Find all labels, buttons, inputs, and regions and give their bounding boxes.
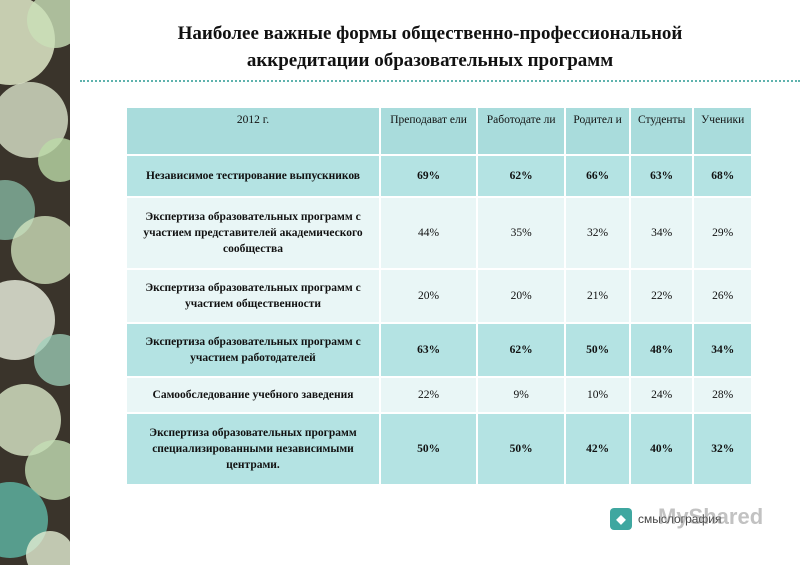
table-row: Экспертиза образовательных программ с уч… [127, 198, 753, 270]
header-teachers: Преподават ели [381, 108, 479, 156]
slide-title: Наиболее важные формы общественно-профес… [110, 20, 750, 74]
brand-text: смыслография [638, 512, 722, 526]
table-cell: 42% [566, 414, 631, 486]
table-cell: 69% [381, 156, 479, 198]
table-cell: 22% [381, 378, 479, 414]
slide-title-line2: аккредитации образовательных программ [246, 50, 614, 71]
row-label: Экспертиза образовательных программ с уч… [127, 198, 381, 270]
table-cell: 62% [478, 156, 567, 198]
table-cell: 40% [630, 414, 695, 486]
row-label: Самообследование учебного заведения [127, 378, 381, 414]
table-cell: 50% [566, 324, 631, 378]
table-header-row: 2012 г. Преподават ели Работодате ли Род… [127, 108, 753, 156]
table-cell: 26% [694, 270, 753, 324]
bokeh-pattern-image [0, 0, 70, 565]
slide-title-line1: Наиболее важные формы общественно-профес… [177, 23, 683, 44]
table-cell: 44% [381, 198, 479, 270]
table-cell: 66% [566, 156, 631, 198]
watermark: MyShared [658, 504, 764, 529]
table-cell: 35% [478, 198, 567, 270]
header-students: Студенты [630, 108, 695, 156]
title-divider [80, 80, 800, 82]
table-row: Экспертиза образовательных программ с уч… [127, 324, 753, 378]
row-label: Экспертиза образовательных программ с уч… [127, 270, 381, 324]
brand-logo-icon: ◆ [610, 508, 632, 530]
table-cell: 68% [694, 156, 753, 198]
table-cell: 62% [478, 324, 567, 378]
table-cell: 50% [381, 414, 479, 486]
table-cell: 20% [381, 270, 479, 324]
row-label: Независимое тестирование выпускников [127, 156, 381, 198]
table-cell: 50% [478, 414, 567, 486]
table-cell: 29% [694, 198, 753, 270]
table-cell: 22% [630, 270, 695, 324]
table-cell: 32% [694, 414, 753, 486]
table-row: Экспертиза образовательных программ с уч… [127, 270, 753, 324]
header-pupils: Ученики [694, 108, 753, 156]
table-cell: 34% [694, 324, 753, 378]
row-label: Экспертиза образовательных программ с уч… [127, 324, 381, 378]
table-row: Самообследование учебного заведения 22% … [127, 378, 753, 414]
header-employers: Работодате ли [478, 108, 567, 156]
footer-brand: ◆ смыслография MyShared [610, 504, 763, 530]
table-cell: 20% [478, 270, 567, 324]
header-parents: Родител и [566, 108, 631, 156]
table-cell: 63% [630, 156, 695, 198]
table-row: Экспертиза образовательных программ спец… [127, 414, 753, 486]
header-year: 2012 г. [127, 108, 381, 156]
accreditation-table: 2012 г. Преподават ели Работодате ли Род… [127, 108, 753, 486]
table-cell: 9% [478, 378, 567, 414]
table-cell: 10% [566, 378, 631, 414]
table-cell: 63% [381, 324, 479, 378]
table-cell: 48% [630, 324, 695, 378]
decorative-side-panel [0, 0, 70, 565]
table-cell: 32% [566, 198, 631, 270]
table-cell: 34% [630, 198, 695, 270]
row-label: Экспертиза образовательных программ спец… [127, 414, 381, 486]
table-row: Независимое тестирование выпускников 69%… [127, 156, 753, 198]
table-cell: 28% [694, 378, 753, 414]
table-cell: 24% [630, 378, 695, 414]
table-cell: 21% [566, 270, 631, 324]
